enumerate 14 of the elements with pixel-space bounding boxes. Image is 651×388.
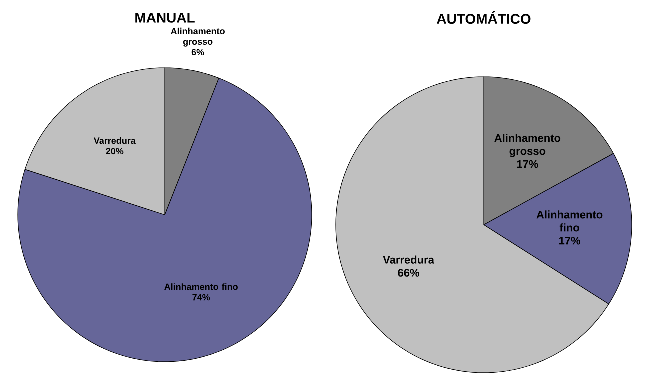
data-label: 66% [398, 269, 420, 277]
slice-label: Varredura [94, 137, 136, 144]
slice-label: Varredura [383, 256, 435, 264]
chart-title: MANUAL [136, 13, 195, 23]
slice-label: Alinhamento grosso [171, 28, 225, 47]
data-label: 74% [192, 294, 210, 301]
slice-label: Alinhamento grosso [494, 134, 561, 158]
slice-label: Alinhamento fino [164, 284, 238, 290]
data-label: 6% [192, 49, 204, 56]
data-label: 17% [559, 236, 581, 245]
data-label: 17% [517, 160, 538, 168]
chart-title: AUTOMÁTICO [437, 12, 531, 24]
slice-label: Alinhamento fino [536, 210, 603, 232]
data-label: 20% [106, 148, 124, 155]
